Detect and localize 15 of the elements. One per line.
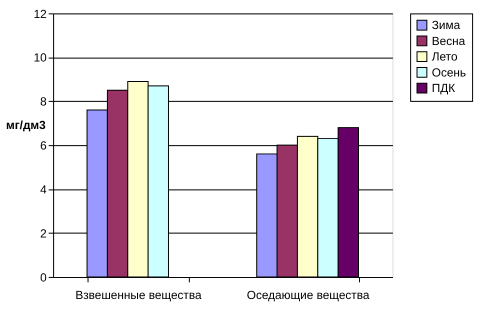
legend-label: Осень — [432, 65, 466, 80]
x-tick-label: Оседающие вещества — [246, 288, 370, 302]
legend-label: Зима — [432, 18, 461, 32]
y-tick-label: 12 — [34, 6, 47, 21]
y-tick-label: 0 — [40, 270, 48, 284]
y-tick-label: 8 — [40, 94, 48, 109]
x-tick-label: Взвешенные вещества — [75, 288, 202, 302]
y-axis-title: мг/дм3 — [6, 118, 46, 132]
y-tick-label: 2 — [40, 226, 47, 240]
y-tick-label: 4 — [40, 182, 48, 197]
y-tick-label: 6 — [40, 138, 48, 153]
legend-label: Лето — [432, 50, 458, 64]
legend-label: Весна — [432, 34, 466, 48]
y-tick-label: 10 — [34, 50, 48, 65]
legend-label: ПДК — [432, 81, 456, 96]
